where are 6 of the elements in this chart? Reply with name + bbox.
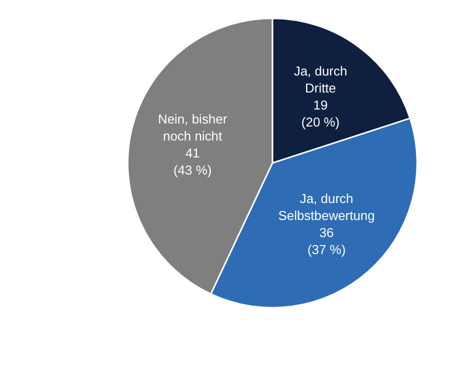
slice-label: Nein, bisher noch nicht [158, 112, 228, 144]
data-label: 19 (20 %) [301, 97, 340, 130]
slice-label: Ja, durch Dritte [294, 63, 348, 96]
data-label: 36 (37 %) [307, 224, 346, 257]
slice-label: Ja, durch Selbstbewertung [278, 190, 375, 223]
data-label: 41 (43 %) [173, 146, 212, 178]
